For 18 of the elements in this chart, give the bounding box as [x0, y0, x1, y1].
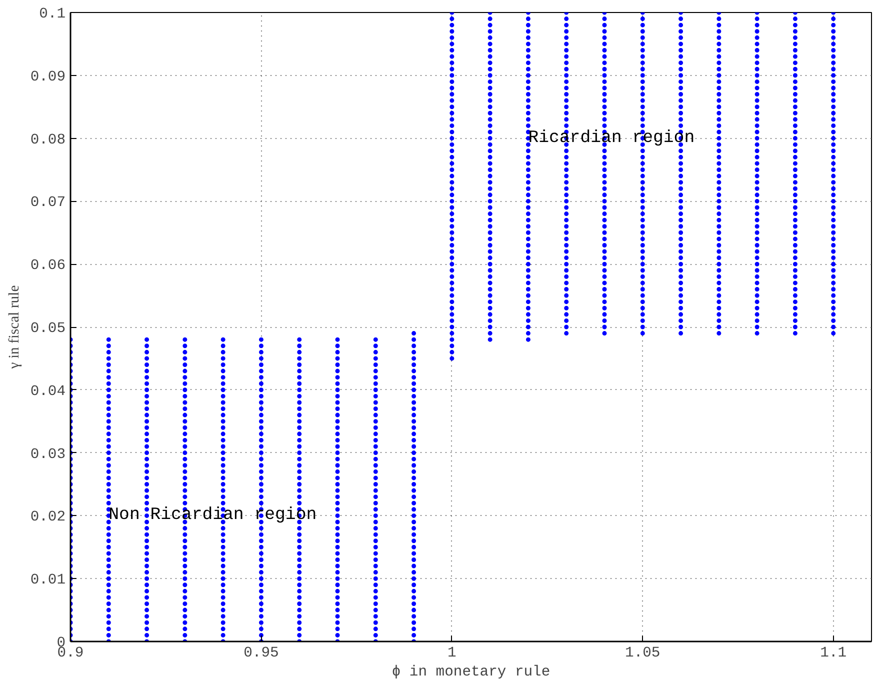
y-tick-label: 0.05 — [30, 321, 66, 337]
y-tick-label: 0.02 — [30, 510, 66, 526]
y-tick-label: 0.07 — [30, 195, 66, 212]
annotation: Ricardian region — [528, 128, 695, 148]
y-tick-label: 0.09 — [30, 69, 66, 86]
y-tick-label: 0.06 — [30, 258, 66, 274]
x-tick-label: 0.95 — [244, 646, 279, 662]
y-tick-label: 0.1 — [39, 6, 66, 22]
annotation: Non Ricardian region — [108, 506, 317, 526]
x-tick-label: 1.1 — [820, 646, 847, 662]
x-axis-title: ϕ in monetary rule — [392, 664, 550, 680]
y-tick-label: 0.03 — [30, 446, 66, 463]
y-tick-label: 0.01 — [30, 572, 66, 589]
x-tick-label: 1.05 — [625, 646, 660, 662]
y-axis-title: γ in fiscal rule — [6, 285, 22, 370]
y-tick-label: 0.04 — [30, 384, 66, 400]
y-tick-label: 0.08 — [30, 132, 66, 148]
x-tick-label: 1 — [448, 646, 457, 662]
